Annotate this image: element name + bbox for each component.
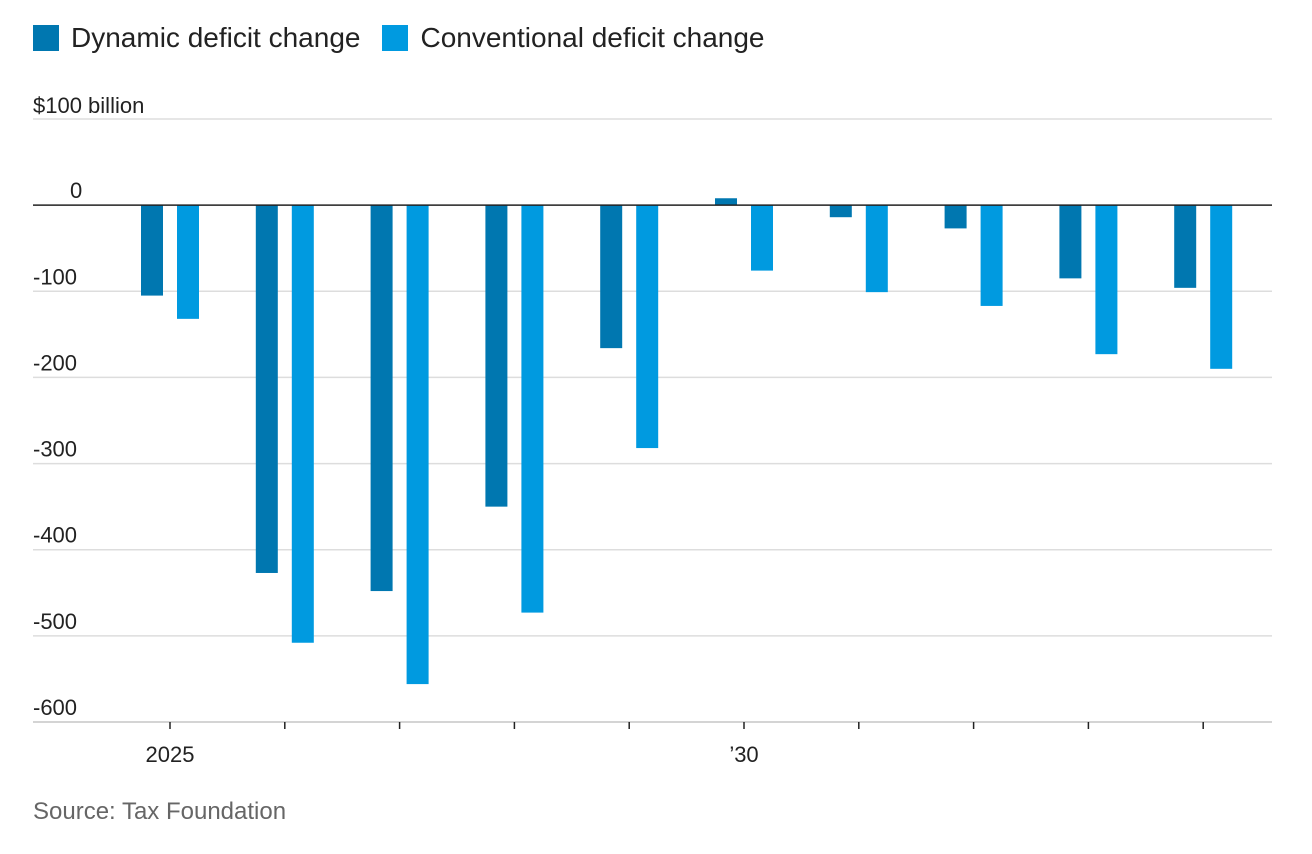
x-tick-label: ’30: [729, 742, 758, 767]
bar-conventional: [521, 205, 544, 613]
source-note: Source: Tax Foundation: [33, 798, 287, 825]
y-unit-label: $100 billion: [33, 93, 144, 118]
y-tick-label: 0: [70, 178, 82, 203]
y-tick-label: -500: [33, 609, 77, 634]
legend-label-dynamic: Dynamic deficit change: [71, 22, 361, 53]
legend-swatch-dynamic: [33, 25, 59, 51]
y-tick-label: -200: [33, 350, 77, 375]
bar-conventional: [291, 205, 314, 643]
bar-chart: $100 billion 0 -100 -200 -300 -400 -500 -600 202…: [33, 93, 1272, 767]
bar-dynamic: [1174, 205, 1197, 288]
bar-conventional: [980, 205, 1003, 306]
legend-swatch-conventional: [382, 25, 409, 51]
bar-conventional: [636, 205, 659, 449]
legend-item-dynamic: Dynamic deficit change: [33, 22, 360, 54]
y-tick-label: -100: [33, 264, 77, 289]
bar-dynamic: [370, 205, 393, 592]
legend-item-conventional: Conventional deficit change: [382, 22, 765, 54]
bar-conventional: [1095, 205, 1118, 355]
bar-conventional: [177, 205, 199, 319]
x-tick-label: 2025: [146, 742, 195, 767]
legend-label-conventional: Conventional deficit change: [420, 22, 765, 53]
bar-dynamic: [485, 205, 508, 507]
bar-dynamic: [715, 198, 737, 206]
y-tick-label: -300: [33, 437, 77, 462]
y-tick-label: -600: [33, 695, 77, 720]
bar-dynamic: [255, 205, 278, 573]
bar-dynamic: [141, 205, 163, 296]
bar-dynamic: [1059, 205, 1082, 279]
bar-conventional: [865, 205, 888, 293]
y-tick-label: -400: [33, 523, 77, 548]
chart-legend: Dynamic deficit change Conventional defi…: [33, 22, 787, 54]
bar-dynamic: [944, 205, 967, 229]
bar-conventional: [1210, 205, 1233, 369]
bar-dynamic: [829, 205, 852, 218]
bar-dynamic: [600, 205, 623, 349]
bar-conventional: [406, 205, 429, 685]
bar-conventional: [751, 205, 773, 271]
